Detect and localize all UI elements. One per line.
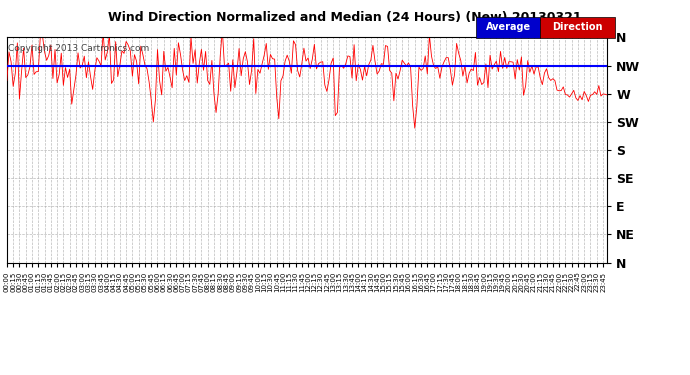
Text: Average: Average <box>486 22 531 32</box>
Text: Copyright 2013 Cartronics.com: Copyright 2013 Cartronics.com <box>8 44 149 53</box>
Text: Direction: Direction <box>552 22 603 32</box>
Text: Wind Direction Normalized and Median (24 Hours) (New) 20130321: Wind Direction Normalized and Median (24… <box>108 11 582 24</box>
